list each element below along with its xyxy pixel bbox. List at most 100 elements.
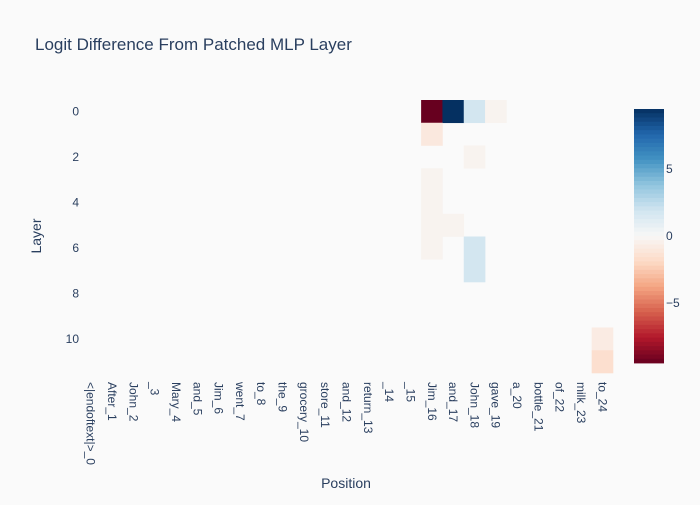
colorbar-segment — [634, 164, 664, 169]
colorbar-segment — [634, 151, 664, 156]
x-tick-label: _14 — [382, 381, 396, 402]
x-tick-label: bottle_21 — [531, 382, 545, 432]
colorbar-segment — [634, 231, 664, 237]
x-tick-label: the_9 — [276, 382, 290, 412]
colorbar-segment — [634, 134, 664, 140]
colorbar-segment — [634, 206, 664, 211]
colorbar-segment — [634, 274, 664, 279]
y-tick-label: 4 — [72, 195, 79, 209]
heatmap-cell — [463, 259, 486, 283]
y-tick-label: 0 — [72, 104, 79, 118]
y-tick-label: 2 — [72, 150, 79, 164]
y-tick-label: 6 — [72, 241, 79, 255]
colorbar-segment — [634, 278, 664, 283]
x-tick-label: _15 — [403, 381, 417, 402]
x-tick-label: Mary_4 — [169, 382, 183, 422]
heatmap-cell — [421, 213, 443, 237]
x-tick-label: and_17 — [446, 382, 460, 422]
colorbar-segment — [634, 350, 664, 355]
colorbar-segment — [634, 257, 664, 262]
colorbar-segment — [634, 329, 664, 334]
colorbar-segment — [634, 210, 664, 216]
y-tick-label: 8 — [72, 286, 79, 300]
colorbar-segment — [634, 138, 664, 144]
colorbar-segment — [634, 265, 664, 271]
y-tick-label: 10 — [66, 332, 80, 346]
x-tick-label: milk_23 — [574, 382, 588, 424]
colorbar-segment — [634, 185, 664, 190]
colorbar-tick-label: −5 — [666, 296, 680, 310]
colorbar-segment — [634, 337, 664, 343]
x-tick-label: to_24 — [595, 382, 609, 412]
colorbar-segment — [634, 155, 664, 161]
x-tick-label: store_11 — [318, 382, 332, 428]
x-tick-label: John_2 — [126, 382, 140, 422]
colorbar-segment — [634, 307, 664, 313]
heatmap-cell — [442, 100, 465, 124]
colorbar-segment — [634, 117, 664, 123]
colorbar-segment — [634, 197, 664, 203]
x-tick-label: After_1 — [105, 382, 119, 421]
heatmap-cell — [463, 145, 486, 169]
heatmap-cell — [463, 236, 486, 260]
heatmap-cell — [421, 100, 443, 124]
heatmap-cell — [421, 236, 443, 260]
colorbar-segment — [634, 252, 664, 258]
colorbar-segment — [634, 282, 664, 288]
colorbar-segment — [634, 341, 664, 347]
heatmap-cell — [442, 213, 465, 237]
colorbar-segment — [634, 168, 664, 173]
colorbar-segment — [634, 180, 664, 186]
x-tick-label: _3 — [148, 381, 162, 396]
x-tick-label: grocery_10 — [297, 382, 311, 442]
colorbar-segment — [634, 346, 664, 351]
colorbar-segment — [634, 269, 664, 275]
colorbar-segment — [634, 333, 664, 338]
colorbar-segment — [634, 189, 664, 195]
colorbar-segment — [634, 125, 664, 131]
colorbar-segment — [634, 130, 664, 135]
colorbar-segment — [634, 227, 664, 233]
colorbar-segment — [634, 244, 664, 250]
colorbar-segment — [634, 240, 664, 245]
colorbar-segment — [634, 312, 664, 317]
colorbar-segment — [634, 121, 664, 127]
y-axis-label: Layer — [28, 218, 44, 253]
colorbar-segment — [634, 214, 664, 220]
colorbar-segment — [634, 320, 664, 326]
colorbar-segment — [634, 172, 664, 178]
x-tick-label: went_7 — [233, 381, 247, 421]
heatmap-cell — [485, 100, 507, 124]
colorbar-segment — [634, 236, 664, 241]
heatmap-cell — [591, 350, 614, 374]
colorbar-segment — [634, 261, 664, 267]
plot-area — [421, 100, 614, 374]
x-tick-label: gave_19 — [489, 382, 503, 428]
heatmap-cell — [421, 168, 443, 192]
colorbar: 5 0 −5 — [634, 109, 680, 364]
colorbar-segment — [634, 223, 664, 228]
colorbar-segment — [634, 142, 664, 148]
x-tick-label: of_22 — [553, 382, 567, 412]
heatmap-cell — [463, 100, 486, 124]
x-tick-label: and_12 — [340, 382, 354, 422]
colorbar-segment — [634, 303, 664, 309]
colorbar-segment — [634, 113, 664, 118]
colorbar-segment — [634, 354, 664, 360]
colorbar-tick-label: 0 — [666, 229, 673, 243]
colorbar-segment — [634, 299, 664, 305]
colorbar-segment — [634, 219, 664, 224]
x-tick-label: John_18 — [467, 382, 481, 428]
colorbar-tick-label: 5 — [666, 162, 673, 176]
colorbar-segment — [634, 159, 664, 165]
chart-title: Logit Difference From Patched MLP Layer — [35, 35, 352, 54]
colorbar-segment — [634, 248, 664, 254]
y-axis-ticks: 0 2 4 6 8 10 — [66, 104, 80, 346]
x-tick-label: a_20 — [510, 382, 524, 409]
colorbar-segment — [634, 109, 664, 114]
colorbar-segment — [634, 291, 664, 296]
colorbar-segment — [634, 193, 664, 199]
colorbar-segment — [634, 202, 664, 207]
